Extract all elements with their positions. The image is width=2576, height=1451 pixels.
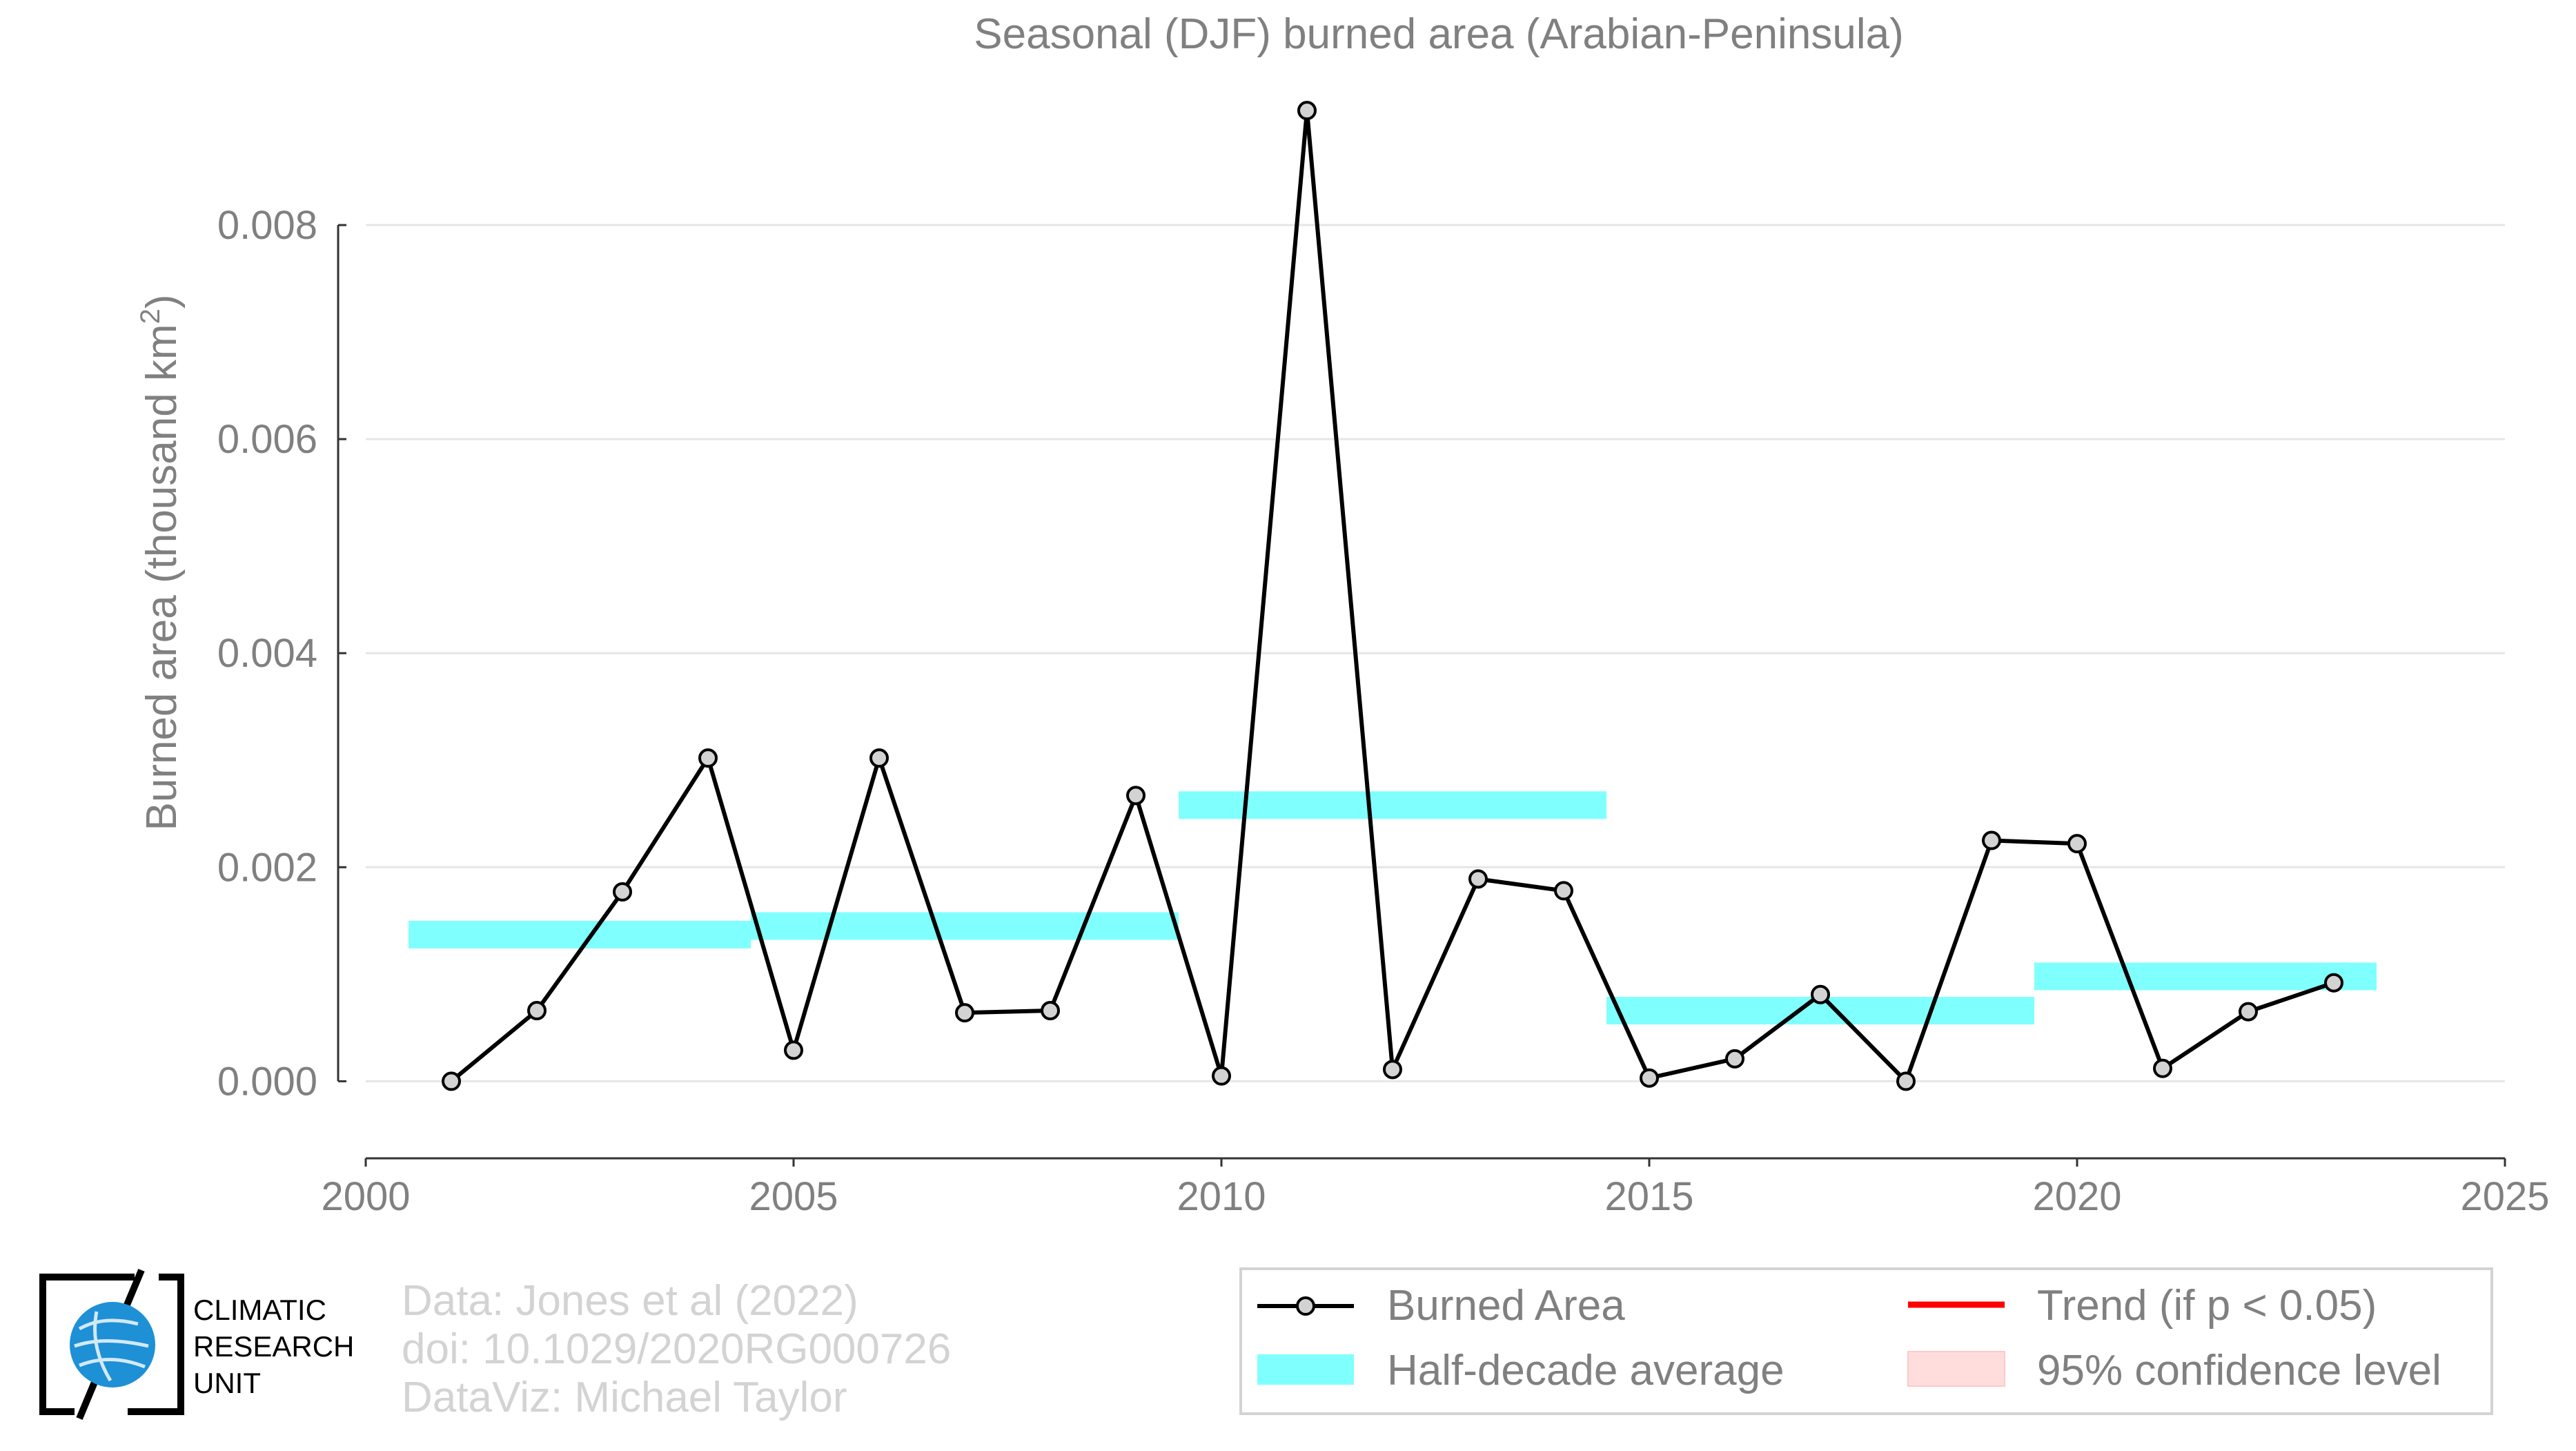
credits: Data: Jones et al (2022) doi: 10.1029/20… xyxy=(402,1277,951,1421)
half-decade-band-1 xyxy=(751,912,1179,940)
burned-area-point-2022 xyxy=(2239,1002,2258,1022)
y-axis: 0.000 0.002 0.004 0.006 0.008 xyxy=(217,203,346,1104)
legend-label-trend: Trend (if p < 0.05) xyxy=(2037,1282,2377,1330)
x-tick-label-3: 2015 xyxy=(1604,1174,1693,1219)
x-tick-label-5: 2025 xyxy=(2460,1174,2549,1219)
burned-area-point-2023 xyxy=(2324,973,2343,993)
burned-area-point-2012 xyxy=(1383,1060,1402,1080)
burned-area-point-2017 xyxy=(1811,984,1830,1004)
legend: Burned Area Trend (if p < 0.05) Half-dec… xyxy=(1239,1267,2493,1415)
burned-area-point-2014 xyxy=(1554,881,1573,901)
x-tick-label-4: 2020 xyxy=(2032,1174,2121,1219)
burned-area-point-2005 xyxy=(784,1040,803,1060)
credit-doi: doi: 10.1029/2020RG000726 xyxy=(402,1325,951,1373)
x-axis: 2000 2005 2010 2015 2020 2025 xyxy=(321,1157,2550,1219)
burned-area-point-2015 xyxy=(1640,1068,1659,1088)
y-tick-label-4: 0.008 xyxy=(217,203,317,248)
burned-area-point-2001 xyxy=(442,1071,461,1091)
burned-area-series xyxy=(442,101,2343,1091)
y-tick-label-2: 0.004 xyxy=(217,631,317,676)
half-decade-bands xyxy=(409,791,2377,1025)
burned-area-point-2020 xyxy=(2067,834,2087,854)
burned-area-point-2016 xyxy=(1725,1049,1744,1069)
logo-text: CLIMATIC RESEARCH UNIT xyxy=(193,1294,362,1399)
logo-text-line-1: CLIMATIC xyxy=(193,1294,326,1326)
x-tick-label-1: 2005 xyxy=(749,1174,838,1219)
credit-data: Data: Jones et al (2022) xyxy=(402,1277,858,1325)
logo-text-line-2: RESEARCH xyxy=(193,1330,354,1363)
burned-area-point-2006 xyxy=(869,748,889,768)
gridlines xyxy=(366,224,2505,1082)
legend-label-confidence: 95% confidence level xyxy=(2037,1347,2441,1394)
burned-area-point-2002 xyxy=(527,1001,547,1021)
legend-swatch-confidence xyxy=(1907,1351,2005,1387)
x-tick-label-2: 2010 xyxy=(1177,1174,1266,1219)
x-tick-label-0: 2000 xyxy=(321,1174,410,1219)
legend-swatch-half-decade xyxy=(1257,1354,1354,1385)
burned-area-point-2007 xyxy=(955,1003,974,1023)
burned-area-point-2009 xyxy=(1126,786,1146,806)
globe-swirl-icon xyxy=(74,1311,149,1382)
burned-area-point-2004 xyxy=(698,748,718,768)
legend-box xyxy=(1239,1267,2493,1415)
logo-text-line-3: UNIT xyxy=(193,1367,261,1399)
y-tick-label-0: 0.000 xyxy=(217,1059,317,1104)
burned-area-point-2013 xyxy=(1468,869,1488,889)
y-tick-label-3: 0.006 xyxy=(217,417,317,462)
burned-area-point-2003 xyxy=(613,882,632,902)
half-decade-band-2 xyxy=(1179,791,1606,819)
burned-area-point-2010 xyxy=(1212,1066,1231,1086)
burned-area-point-2008 xyxy=(1041,1001,1060,1021)
legend-entry-burned-area: Burned Area xyxy=(1257,1282,1625,1330)
credit-dataviz: DataViz: Michael Taylor xyxy=(402,1374,847,1421)
legend-label-half-decade: Half-decade average xyxy=(1387,1347,1784,1394)
legend-entry-confidence: 95% confidence level xyxy=(1907,1347,2441,1394)
chart-title: Seasonal (DJF) burned area (Arabian-Peni… xyxy=(974,10,1903,58)
burned-area-point-2019 xyxy=(1982,830,2001,850)
logo-frame xyxy=(39,1274,184,1415)
burned-area-point-2018 xyxy=(1896,1071,1916,1091)
burned-area-point-2011 xyxy=(1297,101,1317,121)
half-decade-band-0 xyxy=(409,920,751,948)
y-axis-label: Burned area (thousand km2) xyxy=(135,294,186,830)
legend-marker-burned-area xyxy=(1296,1296,1315,1316)
legend-entry-half-decade: Half-decade average xyxy=(1257,1347,1784,1394)
legend-entry-trend: Trend (if p < 0.05) xyxy=(1908,1282,2377,1330)
cru-logo: CLIMATIC RESEARCH UNIT xyxy=(39,1269,362,1420)
y-tick-label-1: 0.002 xyxy=(217,845,317,890)
legend-label-burned-area: Burned Area xyxy=(1387,1282,1625,1330)
burned-area-point-2021 xyxy=(2153,1058,2172,1078)
